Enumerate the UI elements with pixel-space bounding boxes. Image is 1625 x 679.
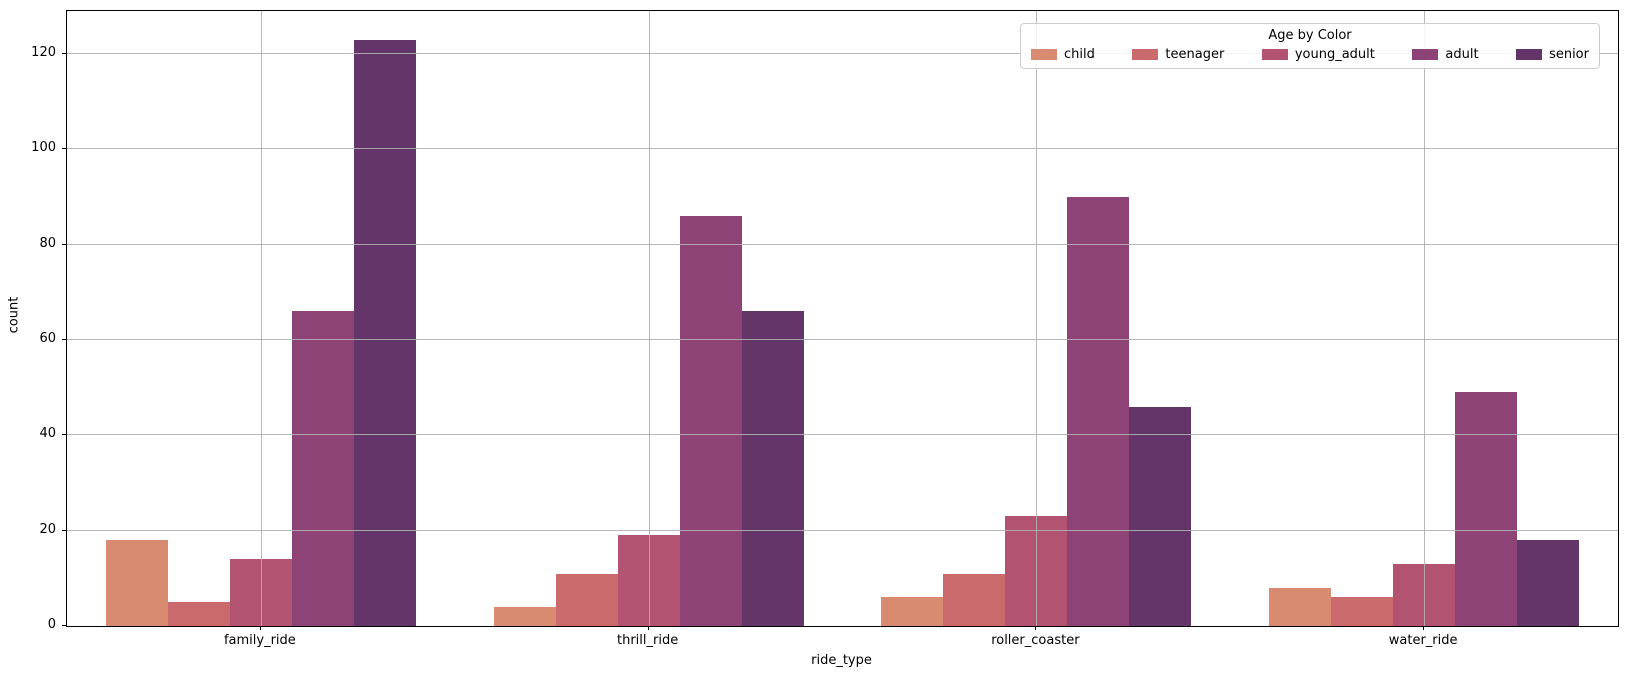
- x-tick-label-water_ride: water_ride: [1388, 633, 1458, 648]
- bar-roller_coaster-teenager: [943, 573, 1006, 626]
- legend-label-child: child: [1064, 47, 1095, 62]
- legend-entry-child: child: [1031, 47, 1095, 62]
- legend-entry-adult: adult: [1412, 47, 1479, 62]
- legend-swatch-teenager: [1132, 49, 1159, 60]
- plot-area: Age by Color child teenager young_adult adu…: [66, 10, 1619, 627]
- legend-title: Age by Color: [1268, 28, 1352, 43]
- y-tick-mark-80: [62, 243, 66, 245]
- x-tick-label-thrill_ride: thrill_ride: [617, 633, 679, 648]
- y-tick-mark-60: [62, 338, 66, 340]
- bar-water_ride-teenager: [1331, 597, 1394, 626]
- x-tick-label-roller_coaster: roller_coaster: [991, 633, 1080, 648]
- y-axis-label: count: [6, 296, 22, 334]
- bar-water_ride-adult: [1455, 392, 1518, 626]
- v-gridline-water_ride: [1424, 11, 1426, 626]
- legend-label-teenager: teenager: [1165, 47, 1225, 62]
- x-tick-mark-family_ride: [259, 626, 261, 630]
- x-axis-label: ride_type: [811, 653, 872, 668]
- legend-swatch-child: [1031, 49, 1057, 60]
- legend-entries: child teenager young_adult adult senior: [1031, 47, 1589, 62]
- bar-roller_coaster-child: [881, 597, 944, 626]
- y-tick-label-60: 60: [39, 330, 56, 346]
- y-tick-mark-20: [62, 529, 66, 531]
- y-tick-label-20: 20: [39, 521, 56, 537]
- h-gridline-120: [67, 52, 1618, 54]
- bar-water_ride-senior: [1517, 540, 1580, 626]
- legend-label-senior: senior: [1549, 47, 1589, 62]
- bar-water_ride-child: [1269, 587, 1332, 626]
- y-tick-mark-40: [62, 434, 66, 436]
- legend-label-adult: adult: [1445, 47, 1479, 62]
- bar-family_ride-teenager: [167, 602, 230, 626]
- bar-thrill_ride-senior: [741, 311, 804, 626]
- legend: Age by Color child teenager young_adult adu…: [1020, 23, 1600, 69]
- legend-swatch-young_adult: [1261, 49, 1288, 60]
- x-tick-mark-roller_coaster: [1035, 626, 1037, 630]
- h-gridline-40: [67, 434, 1618, 436]
- y-tick-mark-120: [62, 52, 66, 54]
- bar-thrill_ride-child: [493, 606, 556, 626]
- x-tick-mark-thrill_ride: [647, 626, 649, 630]
- y-tick-mark-0: [62, 625, 66, 626]
- bar-family_ride-child: [105, 540, 168, 626]
- legend-entry-teenager: teenager: [1132, 47, 1224, 62]
- bar-thrill_ride-adult: [679, 216, 742, 626]
- x-tick-label-family_ride: family_ride: [223, 633, 296, 648]
- h-gridline-100: [67, 148, 1618, 150]
- legend-swatch-adult: [1412, 49, 1439, 60]
- y-tick-label-0: 0: [47, 617, 56, 632]
- y-tick-label-120: 120: [31, 44, 56, 60]
- bar-family_ride-senior: [353, 39, 416, 626]
- bar-roller_coaster-senior: [1129, 406, 1192, 626]
- bar-roller_coaster-adult: [1067, 196, 1130, 626]
- legend-entry-young_adult: young_adult: [1261, 47, 1375, 62]
- h-gridline-60: [67, 338, 1618, 340]
- legend-entry-senior: senior: [1516, 47, 1589, 62]
- v-gridline-family_ride: [260, 11, 262, 626]
- h-gridline-80: [67, 243, 1618, 245]
- legend-swatch-senior: [1516, 49, 1543, 60]
- y-tick-label-40: 40: [39, 426, 56, 442]
- legend-label-young_adult: young_adult: [1294, 47, 1375, 62]
- y-tick-label-100: 100: [31, 140, 56, 156]
- bar-thrill_ride-teenager: [555, 573, 618, 626]
- v-gridline-thrill_ride: [648, 11, 650, 626]
- x-tick-mark-water_ride: [1423, 626, 1425, 630]
- y-tick-label-80: 80: [39, 235, 56, 251]
- v-gridline-roller_coaster: [1036, 11, 1038, 626]
- h-gridline-20: [67, 529, 1618, 531]
- y-tick-mark-100: [62, 148, 66, 150]
- bar-family_ride-adult: [291, 311, 354, 626]
